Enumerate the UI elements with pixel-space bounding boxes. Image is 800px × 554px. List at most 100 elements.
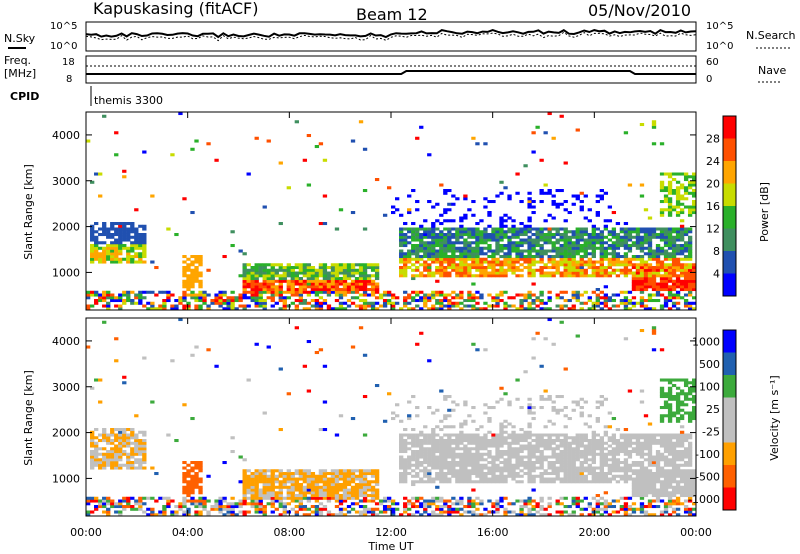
velocity-cell	[619, 447, 625, 451]
power-cell	[338, 271, 344, 275]
velocity-cell	[511, 502, 516, 506]
power-cell	[659, 285, 665, 289]
power-cell	[90, 233, 95, 237]
power-cell	[683, 233, 689, 237]
power-cell	[334, 288, 340, 292]
velocity-cell	[575, 469, 580, 473]
velocity-cell	[314, 491, 320, 495]
power-cell	[659, 282, 665, 286]
velocity-cell	[431, 477, 436, 481]
velocity-cell	[647, 447, 653, 451]
power-cell	[90, 235, 95, 239]
velocity-cell	[439, 499, 444, 503]
velocity-cell	[651, 513, 657, 517]
power-cell	[463, 271, 468, 275]
colorbar-tick-label: 4	[713, 268, 720, 281]
velocity-cell	[427, 472, 432, 476]
power-cell	[278, 222, 283, 226]
velocity-cell	[415, 452, 420, 456]
velocity-cell	[639, 474, 645, 478]
velocity-cell	[507, 403, 512, 407]
power-cell	[683, 249, 689, 253]
velocity-cell	[527, 433, 532, 437]
velocity-cell	[122, 499, 127, 503]
power-cell	[443, 257, 448, 261]
velocity-cell	[579, 469, 584, 473]
velocity-cell	[282, 480, 287, 484]
velocity-cell	[318, 502, 324, 506]
power-cell	[667, 202, 673, 206]
power-cell	[667, 191, 673, 195]
power-cell	[322, 266, 328, 270]
velocity-cell	[539, 496, 544, 500]
velocity-cell	[302, 477, 308, 481]
velocity-cell	[547, 444, 552, 448]
velocity-cell	[527, 403, 532, 407]
velocity-cell	[334, 472, 340, 476]
velocity-cell	[399, 480, 404, 484]
power-cell	[198, 271, 203, 275]
power-cell	[411, 268, 416, 272]
power-cell	[471, 230, 476, 234]
power-cell	[687, 263, 693, 267]
power-cell	[358, 288, 364, 292]
power-cell	[635, 257, 641, 261]
velocity-cell	[266, 494, 271, 498]
power-cell	[431, 296, 436, 300]
power-cell	[563, 233, 568, 237]
power-cell	[663, 257, 669, 261]
power-cell	[507, 268, 512, 272]
velocity-cell	[142, 356, 147, 360]
power-cell	[407, 241, 412, 245]
velocity-cell	[483, 411, 488, 415]
power-cell	[595, 213, 600, 217]
velocity-cell	[475, 461, 480, 465]
velocity-cell	[366, 483, 372, 487]
power-cell	[559, 260, 564, 264]
velocity-cell	[102, 496, 107, 500]
power-cell	[671, 268, 677, 272]
power-cell	[443, 260, 448, 264]
velocity-cell	[515, 397, 520, 401]
velocity-cell	[527, 480, 532, 484]
velocity-cell	[535, 441, 540, 445]
power-cell	[555, 246, 560, 250]
velocity-cell	[559, 463, 564, 467]
velocity-cell	[190, 474, 195, 478]
velocity-cell	[531, 444, 536, 448]
power-cell	[310, 274, 316, 278]
velocity-cell	[427, 502, 432, 506]
velocity-cell	[655, 488, 661, 492]
velocity-cell	[499, 425, 504, 429]
power-cell	[631, 244, 637, 248]
velocity-cell	[611, 466, 617, 470]
velocity-cell	[655, 474, 661, 478]
power-cell	[575, 128, 580, 132]
power-cell	[587, 307, 592, 311]
power-cell	[663, 230, 669, 234]
power-cell	[102, 241, 107, 245]
velocity-cell	[639, 466, 645, 470]
velocity-cell	[310, 485, 316, 489]
velocity-cell	[499, 496, 504, 500]
power-cell	[667, 277, 673, 281]
power-cell	[298, 277, 304, 281]
velocity-cell	[635, 474, 641, 478]
velocity-cell	[286, 474, 291, 478]
velocity-cell	[587, 513, 592, 517]
power-cell	[278, 274, 283, 278]
power-cell	[567, 255, 572, 259]
power-cell	[403, 255, 408, 259]
power-cell	[507, 266, 512, 270]
power-cell	[683, 304, 689, 308]
power-cell	[190, 211, 195, 215]
power-cell	[499, 249, 504, 253]
velocity-cell	[298, 474, 304, 478]
power-cell	[659, 304, 665, 308]
power-cell	[603, 274, 609, 278]
power-cell	[130, 290, 135, 294]
power-cell	[242, 266, 247, 270]
velocity-cell	[459, 422, 464, 426]
velocity-cell	[350, 474, 356, 478]
velocity-cell	[391, 411, 396, 415]
